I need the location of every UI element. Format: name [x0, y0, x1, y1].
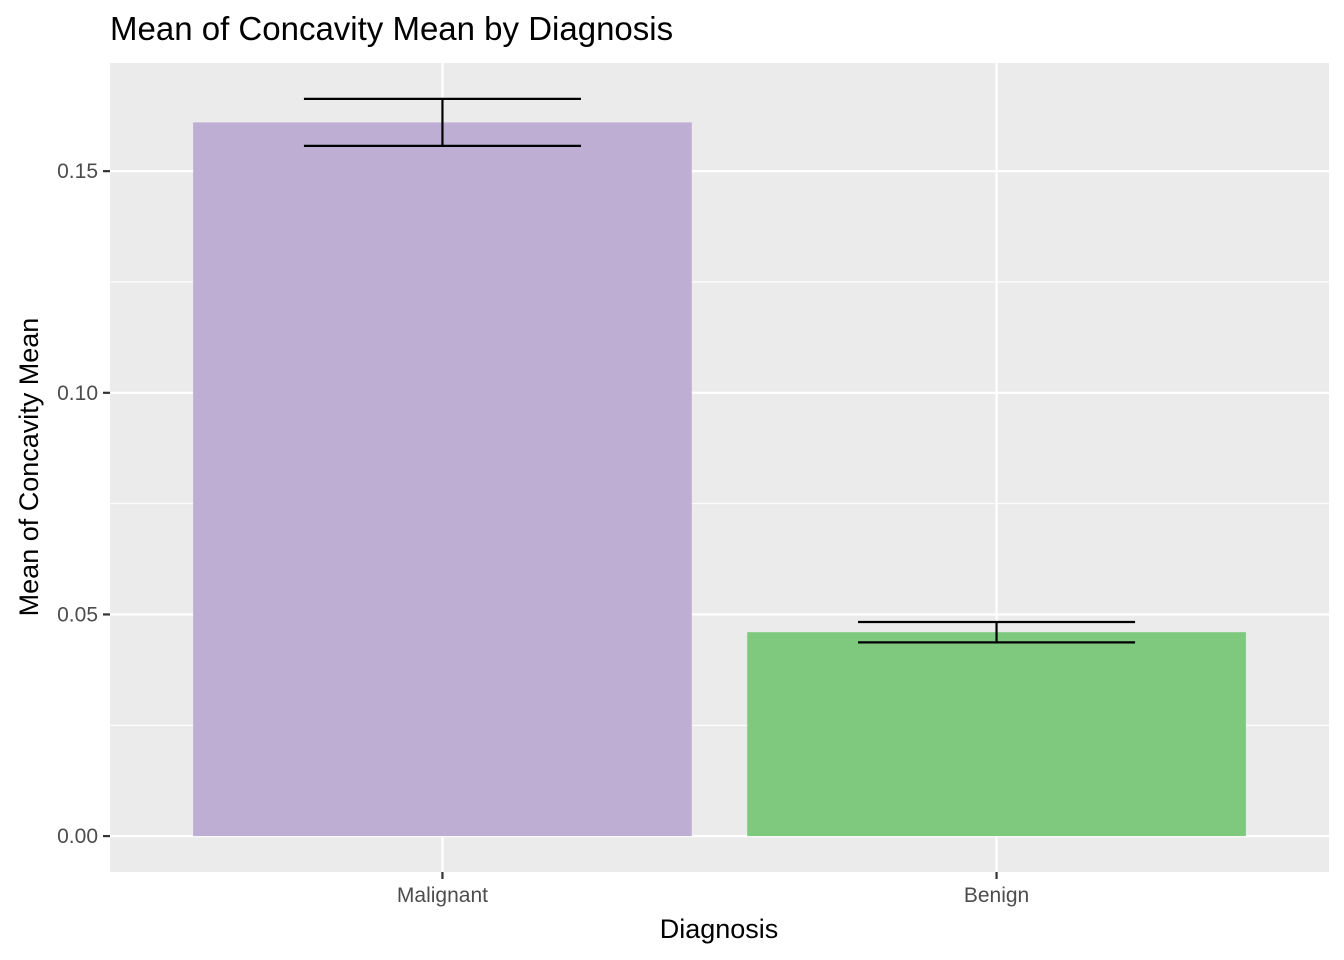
y-tick-label: 0.00 [57, 825, 98, 848]
x-axis-title: Diagnosis [660, 914, 779, 944]
y-tick-label: 0.05 [57, 603, 98, 626]
bar-benign [747, 632, 1246, 837]
x-tick-label: Malignant [397, 884, 488, 907]
y-tick-label: 0.10 [57, 382, 98, 405]
bar-malignant [193, 122, 692, 837]
chart-title: Mean of Concavity Mean by Diagnosis [110, 10, 673, 47]
y-axis-title: Mean of Concavity Mean [14, 318, 44, 617]
y-axis: 0.00 0.05 0.10 0.15 [57, 160, 110, 848]
x-axis: Malignant Benign [397, 872, 1029, 907]
y-tick-label: 0.15 [57, 160, 98, 183]
bars [193, 122, 1246, 837]
x-tick-label: Benign [964, 884, 1029, 907]
error-bars [303, 97, 1136, 644]
